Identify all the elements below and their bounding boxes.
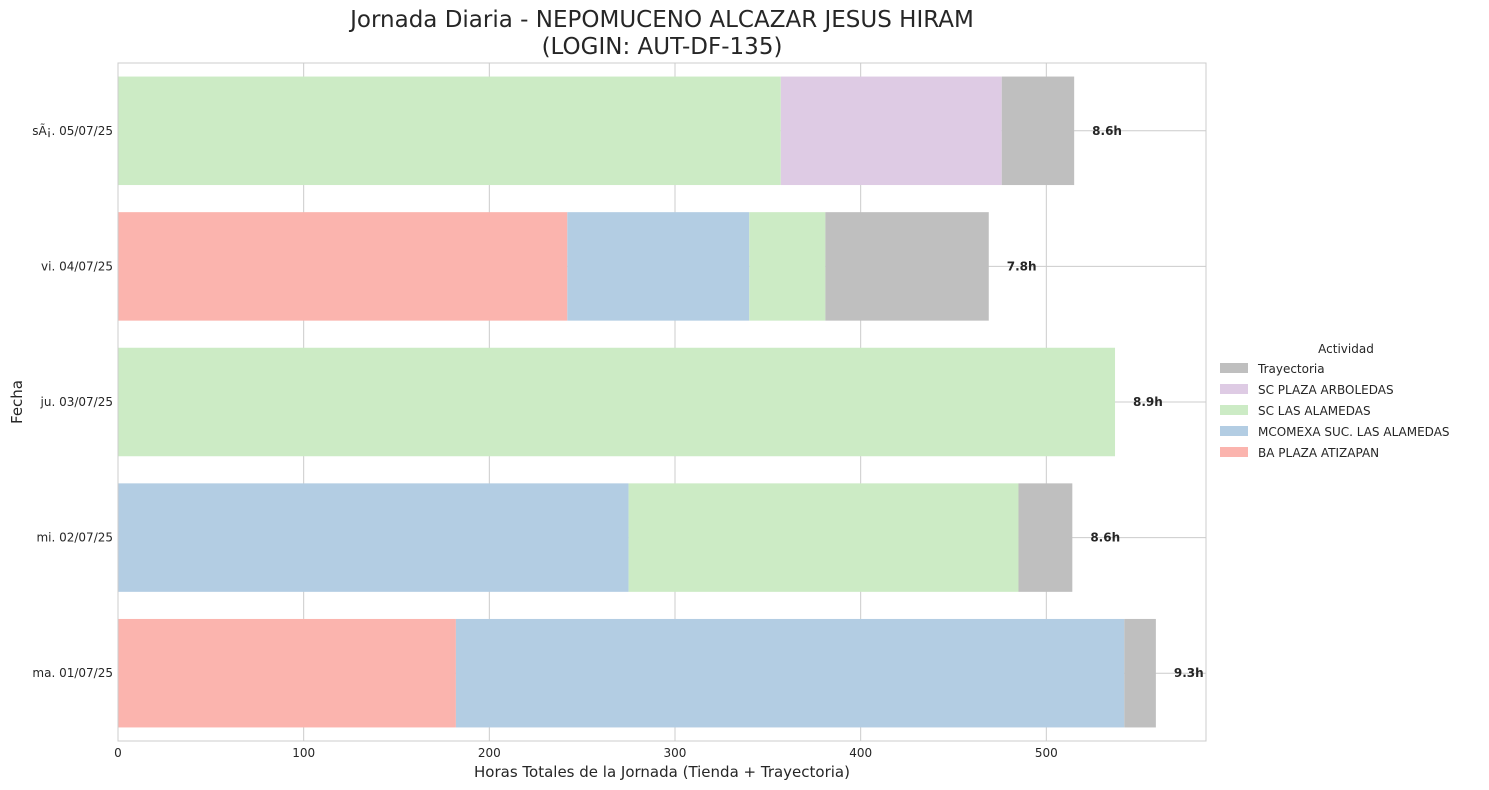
bars <box>118 76 1156 728</box>
legend-title: Actividad <box>1318 342 1374 356</box>
bar-segment <box>118 347 1116 457</box>
bar-segment <box>118 212 568 321</box>
x-axis-label: Horas Totales de la Jornada (Tienda + Tr… <box>474 763 850 781</box>
total-labels: 9.3h 8.6h 8.9h 7.8h 8.6h <box>1007 124 1204 680</box>
bar-segment <box>118 618 456 728</box>
bar-total-label: 7.8h <box>1007 259 1037 273</box>
legend-entry-label: MCOMEXA SUC. LAS ALAMEDAS <box>1258 425 1450 439</box>
bar-segment <box>455 618 1125 728</box>
y-axis-label: Fecha <box>8 380 26 424</box>
bar-segment <box>118 483 629 592</box>
x-tick-label: 500 <box>1035 746 1058 760</box>
legend-swatch <box>1220 447 1248 457</box>
chart-title-line2: (LOGIN: AUT-DF-135) <box>542 34 783 60</box>
bar-segment <box>628 483 1019 592</box>
bar-segment <box>1124 618 1156 728</box>
bar-segment <box>1001 76 1075 186</box>
y-tick-label: ma. 01/07/25 <box>32 666 113 680</box>
x-tick-label: 400 <box>849 746 872 760</box>
bar-segment <box>749 212 826 321</box>
legend-swatch <box>1220 426 1248 436</box>
plot-frame <box>117 62 1207 742</box>
legend-entry-label: SC LAS ALAMEDAS <box>1258 404 1371 418</box>
bar-total-label: 9.3h <box>1174 666 1204 680</box>
y-tick-label: ju. 03/07/25 <box>40 395 113 409</box>
legend-entry-label: SC PLAZA ARBOLEDAS <box>1258 383 1394 397</box>
y-tick-label: sÃ¡. 05/07/25 <box>32 123 113 138</box>
bar-segment <box>1018 483 1073 592</box>
bar-segment <box>567 212 750 321</box>
legend-swatch <box>1220 363 1248 373</box>
x-tick-label: 100 <box>292 746 315 760</box>
bar-segment <box>780 76 1002 186</box>
legend-swatch <box>1220 405 1248 415</box>
x-axis-ticks: 0 100 200 300 400 500 <box>114 746 1058 760</box>
chart-title-line1: Jornada Diaria - NEPOMUCENO ALCAZAR JESU… <box>348 7 974 33</box>
bar-total-label: 8.6h <box>1092 124 1122 138</box>
legend-swatch <box>1220 384 1248 394</box>
legend-entry-label: BA PLAZA ATIZAPAN <box>1258 446 1379 460</box>
y-tick-label: vi. 04/07/25 <box>41 259 113 273</box>
legend: Actividad Trayectoria SC PLAZA ARBOLEDAS S… <box>1220 342 1450 460</box>
x-tick-label: 200 <box>478 746 501 760</box>
bar-total-label: 8.9h <box>1133 395 1163 409</box>
bar-total-label: 8.6h <box>1090 531 1120 545</box>
bar-segment <box>825 212 989 321</box>
bar-segment <box>118 76 781 186</box>
x-tick-label: 300 <box>664 746 687 760</box>
legend-entry-label: Trayectoria <box>1257 362 1325 376</box>
y-axis-ticks: ma. 01/07/25 mi. 02/07/25 ju. 03/07/25 vi. … <box>32 123 113 680</box>
x-tick-label: 0 <box>114 746 122 760</box>
y-tick-label: mi. 02/07/25 <box>36 531 113 545</box>
